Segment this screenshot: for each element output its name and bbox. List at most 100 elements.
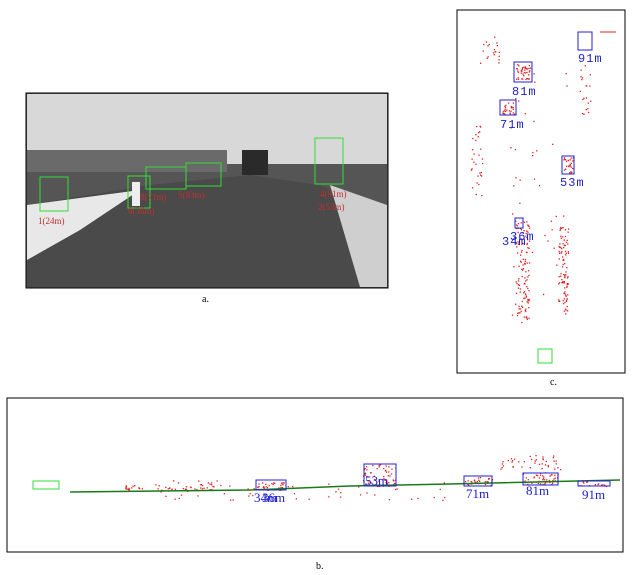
point [597,484,598,485]
detection-label: 0(36m) [128,206,155,216]
point [566,161,567,162]
point [586,97,587,98]
distance-label: 71m [500,118,525,132]
point [571,167,572,168]
point [521,250,522,251]
point [559,253,560,254]
point [554,468,555,469]
point [374,494,375,495]
point [519,308,520,309]
distance-label: 71m [466,486,489,501]
point [385,470,386,471]
point [481,172,482,173]
point [477,176,478,177]
point [479,481,480,482]
point [125,488,126,489]
detection-label: 8(71m) [140,192,167,202]
point [522,74,523,75]
point [442,500,443,501]
point [564,281,565,282]
point [560,230,561,231]
point [471,170,472,171]
point [523,264,524,265]
point [524,277,525,278]
point [477,182,478,183]
point [566,296,567,297]
point [549,480,550,481]
point [564,287,565,288]
point [561,238,562,239]
point [417,498,418,499]
point [494,37,495,38]
point [517,315,518,316]
point [526,252,527,253]
point [556,461,557,462]
point [564,276,565,277]
point [580,76,581,77]
point [512,460,513,461]
point [524,297,525,298]
point [526,477,527,478]
point [479,172,480,173]
point [522,67,523,68]
point [126,486,127,487]
point [560,469,561,470]
point [567,294,568,295]
point [499,56,500,57]
point [134,485,135,486]
point [476,194,477,195]
point [563,264,564,265]
point [178,482,179,483]
point [475,164,476,165]
point [563,247,564,248]
point [535,461,536,462]
point [475,134,476,135]
point [595,484,596,485]
point [552,144,553,145]
point [527,276,528,277]
point [365,468,366,469]
point [554,461,555,462]
point [391,473,392,474]
point [528,248,529,249]
point [533,73,534,74]
point [564,157,565,158]
point [505,111,506,112]
point [563,300,564,301]
point [478,136,479,137]
point [512,213,513,214]
point [516,283,517,284]
point [518,223,519,224]
point [509,110,510,111]
point [328,484,329,485]
point [510,147,511,148]
point [521,311,522,312]
point [532,155,533,156]
point [397,488,398,489]
point [465,481,466,482]
point [543,294,544,295]
point [474,153,475,154]
point [528,275,529,276]
point [525,293,526,294]
point [217,480,218,481]
point [525,280,526,281]
point [389,475,390,476]
point [207,487,208,488]
point [565,274,566,275]
point [518,278,519,279]
point [485,484,486,485]
point [340,492,341,493]
point [265,484,266,485]
point [533,121,534,122]
point [468,480,469,481]
point [181,495,182,496]
point [564,302,565,303]
point [516,293,517,294]
point [564,240,565,241]
point [175,499,176,500]
point [502,463,503,464]
point [514,459,515,460]
point [588,112,589,113]
point [525,79,526,80]
